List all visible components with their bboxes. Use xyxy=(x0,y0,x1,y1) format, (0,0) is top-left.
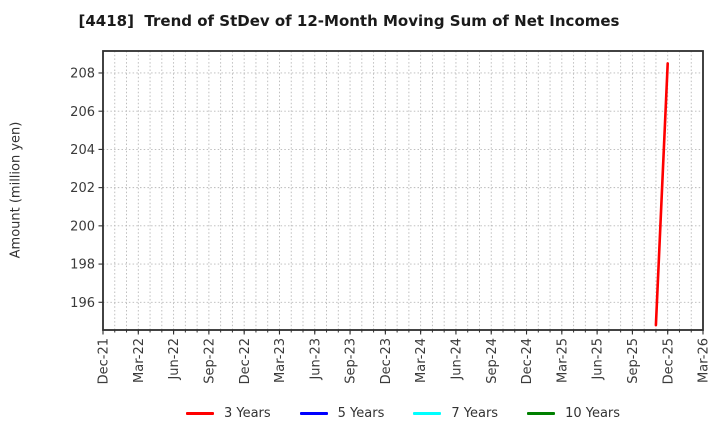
x-tick-label: Sep-24 xyxy=(485,338,500,384)
legend-item-7-years: 7 Years xyxy=(413,407,498,420)
x-tick-label: Mar-26 xyxy=(697,338,712,383)
x-tick-label: Mar-25 xyxy=(555,338,570,383)
series-line-3-years xyxy=(654,62,670,327)
x-tick-label: Dec-22 xyxy=(238,338,253,384)
legend-item-3-years: 3 Years xyxy=(185,405,271,421)
x-tick-label: Sep-25 xyxy=(626,338,641,384)
y-tick-label: 208 xyxy=(70,67,95,82)
x-tick-label: Sep-23 xyxy=(344,338,359,384)
x-tick-label: Dec-25 xyxy=(661,338,676,384)
y-tick-label: 202 xyxy=(70,181,95,196)
legend-swatch-3-years-icon xyxy=(185,411,214,415)
x-tick-label: Jun-23 xyxy=(308,338,323,381)
legend-swatch-7-years-icon xyxy=(413,411,442,415)
x-tick-label: Dec-23 xyxy=(379,338,394,384)
y-tick-label: 196 xyxy=(70,296,95,311)
legend-item-5-years: 5 Years xyxy=(299,405,385,421)
x-tick-label: Mar-22 xyxy=(132,338,147,383)
legend-label-10-years: 10 Years xyxy=(565,405,621,421)
legend-swatch-5-years-icon xyxy=(299,411,328,415)
x-tick-label: Mar-24 xyxy=(414,338,429,383)
x-tick-label: Mar-23 xyxy=(273,338,288,383)
y-tick-label: 204 xyxy=(70,143,95,158)
legend-label-5-years: 5 Years xyxy=(337,405,385,421)
legend-swatch-10-years-icon xyxy=(527,411,556,415)
legend-item-10-years: 10 Years xyxy=(527,407,620,420)
y-tick-label: 198 xyxy=(70,258,95,273)
x-tick-label: Dec-24 xyxy=(520,338,535,384)
legend-label-7-years: 7 Years xyxy=(451,405,499,421)
y-tick-label: 206 xyxy=(70,105,95,120)
x-tick-label: Sep-22 xyxy=(202,338,217,384)
legend-label-3-years: 3 Years xyxy=(223,405,271,421)
x-tick-label: Jun-24 xyxy=(450,338,465,381)
y-tick-label: 200 xyxy=(70,219,95,234)
x-tick-label: Dec-21 xyxy=(97,338,112,384)
plot-border xyxy=(102,50,704,331)
legend: 3 Years 5 Years 7 Years 10 Years xyxy=(86,403,720,423)
x-tick-label: Jun-25 xyxy=(591,338,606,381)
x-tick-label: Jun-22 xyxy=(167,338,182,381)
chart-title: [4418] Trend of StDev of 12-Month Moving… xyxy=(78,12,620,30)
